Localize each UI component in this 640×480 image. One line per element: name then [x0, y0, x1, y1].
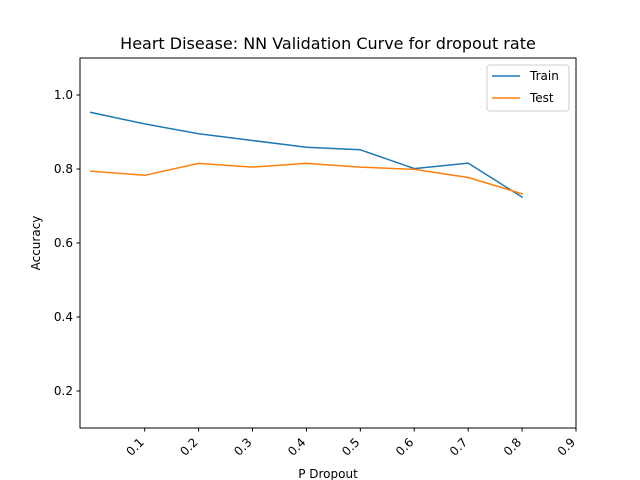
y-tick-label: 0.8	[54, 162, 73, 176]
x-tick-label: 0.9	[555, 435, 578, 458]
x-tick-label: 0.8	[501, 435, 524, 458]
x-tick-label: 0.5	[339, 435, 362, 458]
y-tick-label: 1.0	[54, 88, 73, 102]
chart-title: Heart Disease: NN Validation Curve for d…	[120, 34, 536, 53]
legend-label-train: Train	[529, 69, 559, 83]
plot-area	[80, 58, 576, 428]
x-tick-label: 0.7	[447, 435, 470, 458]
x-tick-label: 0.1	[123, 435, 146, 458]
y-tick-label: 0.6	[54, 236, 73, 250]
legend-label-test: Test	[529, 91, 554, 105]
series-line-test	[89, 162, 524, 195]
legend: Train Test	[486, 64, 570, 112]
y-tick-label: 0.4	[54, 310, 73, 324]
series-line-train	[89, 111, 524, 199]
x-tick-label: 0.2	[177, 435, 200, 458]
x-tick-label: 0.4	[285, 435, 308, 458]
series-lines	[89, 111, 524, 199]
x-axis-label: P Dropout	[298, 467, 358, 480]
x-tick-label: 0.3	[231, 435, 254, 458]
y-tick-label: 0.2	[54, 384, 73, 398]
y-axis-label: Accuracy	[29, 216, 43, 271]
x-tick-label: 0.6	[393, 435, 416, 458]
plot-frame	[79, 57, 577, 429]
